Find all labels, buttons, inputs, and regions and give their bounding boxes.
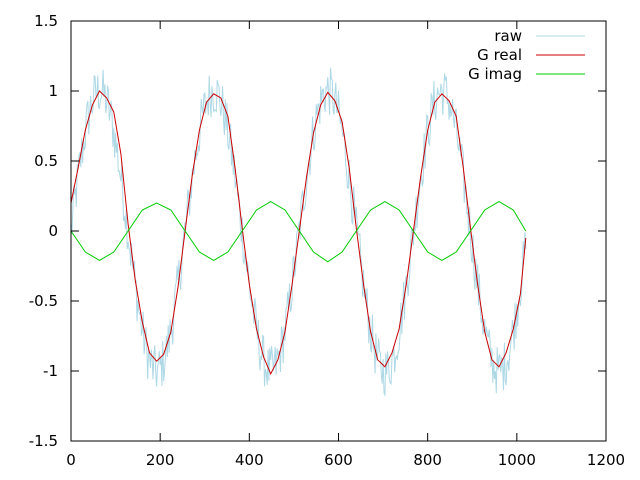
x-tick-label: 600: [324, 451, 353, 469]
y-tick-label: 0.5: [34, 152, 58, 170]
y-tick-label: -1.5: [29, 432, 58, 450]
y-tick-label: -0.5: [29, 292, 58, 310]
series-line-g-real: [70, 90, 527, 375]
legend-label: G imag: [468, 65, 522, 83]
series-line-raw: [70, 67, 527, 397]
x-tick-label: 0: [66, 451, 76, 469]
legend-label: G real: [477, 46, 522, 64]
series-line-g-imag: [70, 201, 527, 263]
x-tick-label: 1200: [587, 451, 625, 469]
legend-label: raw: [494, 27, 522, 45]
plot-area: [70, 67, 527, 397]
x-tick-label: 200: [146, 451, 175, 469]
y-tick-label: -1: [43, 362, 58, 380]
x-tick-label: 1000: [498, 451, 536, 469]
y-tick-label: 1: [48, 82, 58, 100]
axes: 0 200 400 600 800 1000 1200 -1.5 -1 -0.5 0 0.5 1 1.5: [29, 12, 625, 469]
y-tick-label: 1.5: [34, 12, 58, 30]
x-tick-label: 800: [413, 451, 442, 469]
y-tick-label: 0: [48, 222, 58, 240]
x-tick-label: 400: [235, 451, 264, 469]
